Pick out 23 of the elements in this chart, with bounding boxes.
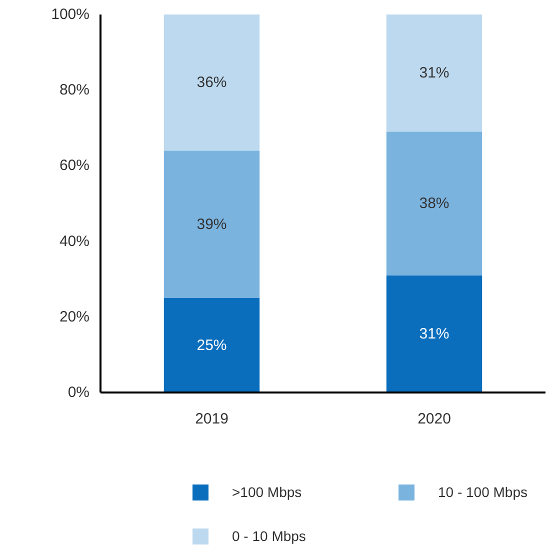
bar bbox=[164, 150, 260, 298]
bar bbox=[386, 14, 482, 132]
data-label: 31% bbox=[419, 64, 450, 82]
data-label: 31% bbox=[419, 325, 450, 342]
bar bbox=[164, 298, 260, 392]
bar bbox=[386, 275, 482, 392]
y-tick-label: 100% bbox=[51, 6, 90, 23]
data-label: 25% bbox=[196, 336, 227, 354]
legend-label: 10 - 100 Mbps bbox=[438, 484, 528, 500]
y-tick-label: 20% bbox=[59, 308, 90, 326]
y-tick-label: 60% bbox=[59, 157, 90, 174]
y-tick-label: 0% bbox=[68, 384, 90, 401]
x-tick-label: 2019 bbox=[195, 410, 228, 428]
bar bbox=[386, 132, 482, 276]
legend-label: >100 Mbps bbox=[232, 484, 303, 500]
y-tick-label: 80% bbox=[59, 82, 90, 99]
y-tick-label: 40% bbox=[59, 232, 90, 250]
data-label: 38% bbox=[419, 195, 450, 212]
x-tick-label: 2020 bbox=[418, 410, 451, 428]
data-label: 36% bbox=[196, 74, 227, 92]
bar bbox=[164, 14, 260, 151]
data-label: 39% bbox=[196, 216, 227, 233]
legend-label: 0 - 10 Mbps bbox=[232, 528, 307, 544]
